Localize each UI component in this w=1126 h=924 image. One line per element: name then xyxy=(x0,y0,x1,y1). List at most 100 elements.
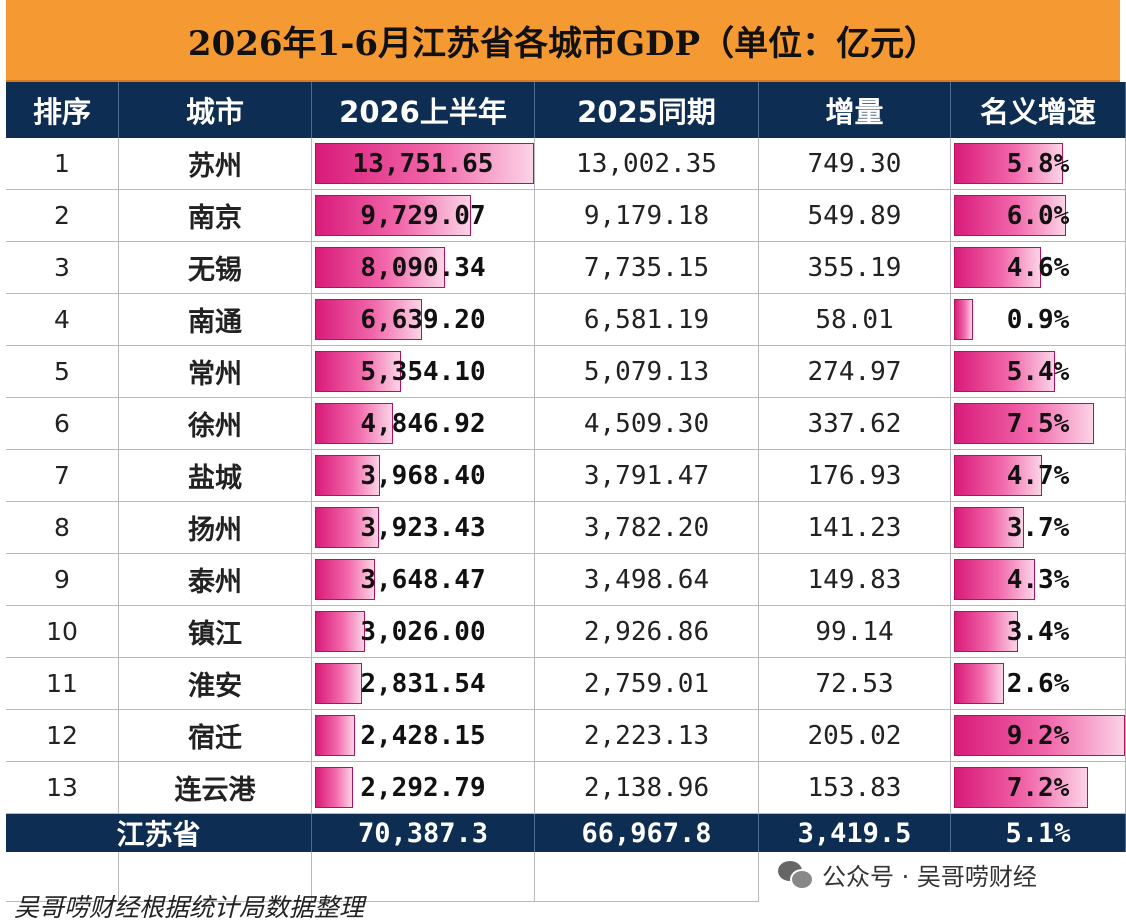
increase-value: 58.01 xyxy=(815,304,894,335)
rank-text: 8 xyxy=(54,513,70,542)
city-name: 扬州 xyxy=(188,515,242,546)
city-cell: 淮安 xyxy=(119,658,312,710)
gdp-2025-value: 2,223.13 xyxy=(583,720,710,751)
increase-value: 337.62 xyxy=(807,408,902,439)
gdp-2026-bar xyxy=(315,663,362,704)
growth-bar xyxy=(954,247,1041,288)
increase-cell: 749.30 xyxy=(759,138,951,190)
increase-cell: 141.23 xyxy=(759,502,951,554)
gdp-2025-cell: 3,782.20 xyxy=(535,502,759,554)
city-name: 苏州 xyxy=(188,151,242,182)
gdp-2026-value: 3,968.40 xyxy=(360,460,486,491)
rank-cell: 4 xyxy=(6,294,119,346)
gdp-2026-cell: 13,751.65 xyxy=(312,138,535,190)
city-name: 南通 xyxy=(188,307,242,338)
growth-bar xyxy=(954,455,1042,496)
gdp-2025-value: 3,782.20 xyxy=(583,512,710,543)
total-growth-cell: 5.1% xyxy=(951,814,1126,852)
gdp-2026-cell: 3,648.47 xyxy=(312,554,535,606)
increase-value: 153.83 xyxy=(807,772,902,803)
gdp-2026-bar xyxy=(315,559,375,600)
rank-text: 1 xyxy=(54,149,70,178)
gdp-2025-cell: 13,002.35 xyxy=(535,138,759,190)
gdp-2026-value: 13,751.65 xyxy=(352,148,494,179)
increase-value: 749.30 xyxy=(807,148,902,179)
gdp-2025-cell: 2,926.86 xyxy=(535,606,759,658)
increase-value: 176.93 xyxy=(807,460,902,491)
growth-value: 7.5% xyxy=(1006,408,1070,439)
gdp-2025-value: 6,581.19 xyxy=(583,304,710,335)
gdp-2025-cell: 6,581.19 xyxy=(535,294,759,346)
rank-text: 10 xyxy=(46,617,78,646)
gdp-2026-value: 2,831.54 xyxy=(360,668,486,699)
gdp-2025-value: 2,138.96 xyxy=(583,772,710,803)
gdp-2025-value: 7,735.15 xyxy=(583,252,710,283)
gdp-2025-value: 5,079.13 xyxy=(583,356,710,387)
rank-cell: 8 xyxy=(6,502,119,554)
increase-value: 99.14 xyxy=(815,616,894,647)
wechat-account-text: 公众号 · 吴哥唠财经 xyxy=(822,862,1037,891)
increase-value: 549.89 xyxy=(807,200,902,231)
gdp-2025-value: 3,791.47 xyxy=(583,460,710,491)
rank-text: 2 xyxy=(54,201,70,230)
growth-value: 7.2% xyxy=(1006,772,1070,803)
city-cell: 苏州 xyxy=(119,138,312,190)
empty-cell xyxy=(312,852,535,902)
gdp-2025-cell: 2,223.13 xyxy=(535,710,759,762)
growth-cell: 3.7% xyxy=(951,502,1126,554)
gdp-2026-cell: 8,090.34 xyxy=(312,242,535,294)
increase-cell: 153.83 xyxy=(759,762,951,814)
rank-text: 5 xyxy=(54,357,70,386)
gdp-2025-cell: 5,079.13 xyxy=(535,346,759,398)
growth-value: 9.2% xyxy=(1006,720,1070,751)
rank-text: 12 xyxy=(46,721,78,750)
header-cell: 排序 xyxy=(6,82,119,138)
gdp-2026-value: 3,923.43 xyxy=(360,512,486,543)
gdp-2026-cell: 2,831.54 xyxy=(312,658,535,710)
gdp-2026-value: 5,354.10 xyxy=(360,356,486,387)
growth-bar xyxy=(954,611,1018,652)
gdp-2026-bar xyxy=(315,195,471,236)
city-cell: 常州 xyxy=(119,346,312,398)
increase-cell: 549.89 xyxy=(759,190,951,242)
city-name: 宿迁 xyxy=(188,723,242,754)
gdp-2025-cell: 9,179.18 xyxy=(535,190,759,242)
gdp-2026-cell: 4,846.92 xyxy=(312,398,535,450)
increase-value: 72.53 xyxy=(815,668,894,699)
rank-cell: 10 xyxy=(6,606,119,658)
growth-bar xyxy=(954,195,1066,236)
increase-cell: 355.19 xyxy=(759,242,951,294)
gdp-2026-value: 6,639.20 xyxy=(360,304,486,335)
growth-value: 0.9% xyxy=(1006,304,1070,335)
gdp-2026-bar xyxy=(315,455,380,496)
city-name: 淮安 xyxy=(188,671,242,702)
growth-value: 4.6% xyxy=(1006,252,1070,283)
gdp-2026-value: 4,846.92 xyxy=(360,408,486,439)
source-note: 吴哥唠财经根据统计局数据整理 xyxy=(14,893,365,922)
gdp-2026-value: 2,292.79 xyxy=(360,772,486,803)
growth-value: 2.6% xyxy=(1006,668,1070,699)
gdp-2025-value: 9,179.18 xyxy=(583,200,710,231)
header-cell: 2025同期 xyxy=(535,82,759,138)
header-cell: 城市 xyxy=(119,82,312,138)
gdp-2026-cell: 6,639.20 xyxy=(312,294,535,346)
city-cell: 镇江 xyxy=(119,606,312,658)
city-name: 连云港 xyxy=(174,775,256,806)
gdp-2026-bar xyxy=(315,715,355,756)
gdp-2026-cell: 5,354.10 xyxy=(312,346,535,398)
total-label-cell: 江苏省 xyxy=(6,814,312,852)
gdp-2026-cell: 2,292.79 xyxy=(312,762,535,814)
growth-cell: 4.6% xyxy=(951,242,1126,294)
growth-value: 5.8% xyxy=(1006,148,1070,179)
gdp-2026-value: 2,428.15 xyxy=(360,720,486,751)
gdp-2025-value: 2,926.86 xyxy=(583,616,710,647)
increase-cell: 72.53 xyxy=(759,658,951,710)
rank-text: 13 xyxy=(46,773,78,802)
gdp-2026-cell: 3,026.00 xyxy=(312,606,535,658)
gdp-2026-cell: 3,968.40 xyxy=(312,450,535,502)
growth-value: 4.7% xyxy=(1006,460,1070,491)
growth-cell: 9.2% xyxy=(951,710,1126,762)
rank-cell: 3 xyxy=(6,242,119,294)
growth-cell: 0.9% xyxy=(951,294,1126,346)
